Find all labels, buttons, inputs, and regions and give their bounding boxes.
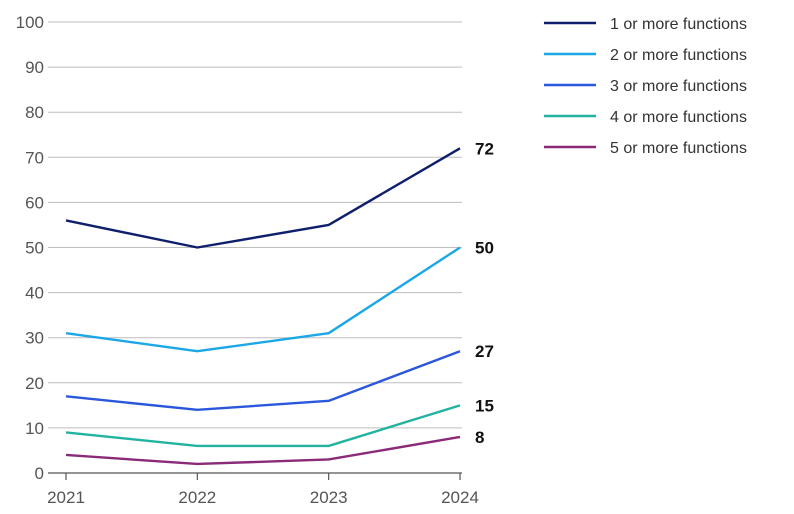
legend: 1 or more functions 2 or more functions 3 … [544,16,747,157]
legend-label: 1 or more functions [610,16,747,33]
x-axis: 2021 2022 2023 2024 [47,472,479,507]
y-tick-label: 10 [25,419,44,438]
x-tick-label: 2023 [310,488,348,507]
legend-item: 3 or more functions [544,78,747,95]
end-value-label: 50 [475,239,494,258]
x-tick-label: 2021 [47,488,85,507]
legend-item: 4 or more functions [544,109,747,126]
end-value-label: 72 [475,139,494,158]
legend-label: 4 or more functions [610,109,747,126]
grid-lines [48,21,462,429]
y-tick-label: 60 [25,193,44,212]
series-line-5 [65,435,461,466]
y-tick-label: 50 [25,239,44,258]
legend-item: 1 or more functions [544,16,747,33]
legend-item: 5 or more functions [544,140,747,157]
legend-item: 2 or more functions [544,47,747,64]
y-axis-ticks: 0 10 20 30 40 50 60 70 80 90 100 [16,13,44,483]
series-line-3 [65,350,461,412]
y-tick-label: 100 [16,13,44,32]
legend-label: 2 or more functions [610,47,747,64]
y-tick-label: 0 [35,464,44,483]
end-value-label: 8 [475,428,484,447]
y-tick-label: 20 [25,374,44,393]
end-value-label: 15 [475,396,494,415]
y-tick-label: 80 [25,103,44,122]
series-lines [65,147,461,466]
legend-label: 5 or more functions [610,140,747,157]
y-tick-label: 40 [25,284,44,303]
x-tick-label: 2024 [441,488,479,507]
series-line-4 [65,404,461,448]
series-line-2 [65,246,461,353]
series-line-1 [65,147,461,249]
x-tick-label: 2022 [178,488,216,507]
end-labels: 72 50 27 15 8 [475,139,494,447]
legend-label: 3 or more functions [610,78,747,95]
y-tick-label: 30 [25,329,44,348]
y-tick-label: 90 [25,58,44,77]
end-value-label: 27 [475,342,494,361]
y-tick-label: 70 [25,148,44,167]
